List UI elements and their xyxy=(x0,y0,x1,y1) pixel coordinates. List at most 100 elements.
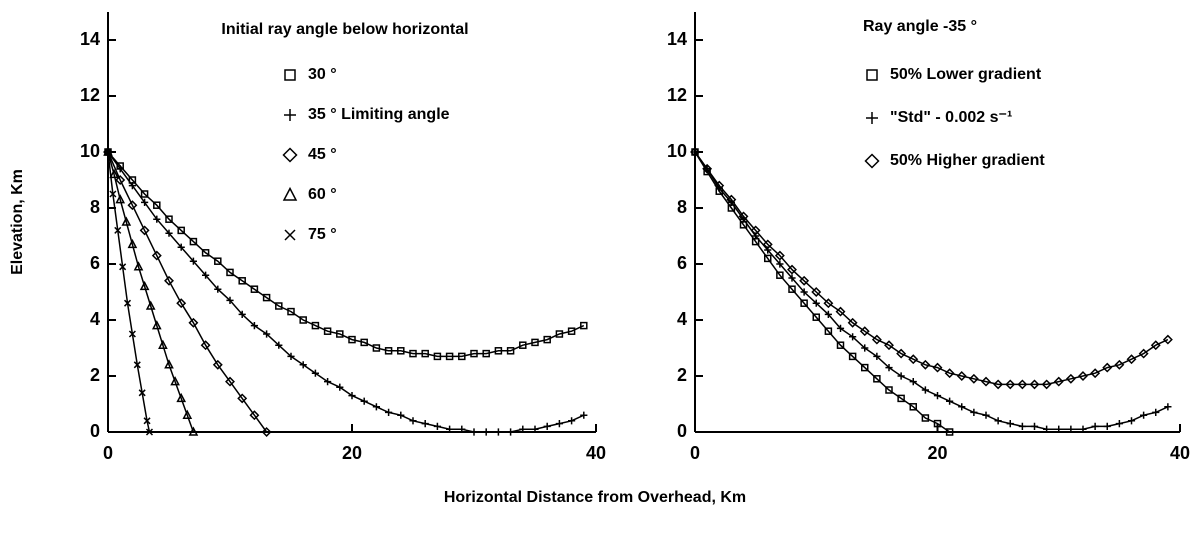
y-tick-label: 8 xyxy=(677,197,687,217)
point xyxy=(250,322,258,330)
point xyxy=(151,320,162,330)
point xyxy=(714,180,725,191)
point xyxy=(873,352,881,360)
point xyxy=(932,362,943,373)
point xyxy=(1043,425,1051,433)
y-tick-label: 10 xyxy=(667,141,687,161)
point xyxy=(861,344,869,352)
point xyxy=(787,264,797,275)
point xyxy=(140,190,149,198)
point xyxy=(920,359,931,370)
point xyxy=(177,226,185,235)
point xyxy=(263,330,271,338)
point xyxy=(945,428,954,436)
point xyxy=(421,349,429,358)
point xyxy=(1103,422,1111,430)
chart-title: Initial ray angle below horizontal xyxy=(221,21,468,38)
point xyxy=(884,340,894,351)
point xyxy=(384,347,393,355)
point xyxy=(982,411,990,419)
x-tick-label: 40 xyxy=(586,443,606,463)
x-tick-label: 40 xyxy=(1170,443,1190,463)
point xyxy=(580,321,588,330)
point xyxy=(762,239,773,250)
point xyxy=(885,386,893,394)
y-tick-label: 0 xyxy=(90,421,100,441)
point xyxy=(189,257,197,265)
point xyxy=(812,299,820,307)
point xyxy=(1164,403,1172,411)
point xyxy=(238,277,246,285)
point xyxy=(237,393,248,404)
point xyxy=(1115,420,1123,428)
point xyxy=(738,211,749,222)
point xyxy=(188,317,199,328)
series-line xyxy=(107,151,585,358)
point xyxy=(238,310,246,318)
point xyxy=(127,238,138,249)
point xyxy=(848,352,857,361)
point xyxy=(849,333,857,341)
point xyxy=(1102,362,1113,373)
point xyxy=(397,347,405,355)
point xyxy=(249,410,260,421)
legend-label: 50% Higher gradient xyxy=(890,152,1045,169)
series-line xyxy=(694,151,1169,386)
point xyxy=(799,275,810,286)
point xyxy=(458,352,466,361)
point xyxy=(127,200,138,211)
y-tick-label: 14 xyxy=(80,29,100,49)
point xyxy=(1006,420,1014,428)
point xyxy=(908,354,919,365)
point xyxy=(555,420,563,428)
y-tick-label: 10 xyxy=(80,141,100,161)
point xyxy=(896,348,907,359)
point xyxy=(133,261,144,271)
point xyxy=(109,168,119,179)
point xyxy=(482,428,490,436)
y-tick-label: 2 xyxy=(677,365,687,385)
point xyxy=(115,194,126,204)
point xyxy=(836,324,845,332)
point xyxy=(287,307,295,316)
point xyxy=(170,376,180,386)
legend-marker xyxy=(284,229,296,241)
legend-marker xyxy=(284,109,296,121)
y-tick-label: 8 xyxy=(90,197,100,217)
point xyxy=(360,338,368,347)
point xyxy=(151,250,162,261)
point xyxy=(1029,379,1040,390)
point xyxy=(177,243,185,251)
point xyxy=(567,327,576,335)
point xyxy=(847,317,858,328)
point xyxy=(201,249,210,257)
point xyxy=(506,347,515,355)
point xyxy=(555,330,564,338)
y-tick-label: 6 xyxy=(677,253,687,273)
x-tick-label: 0 xyxy=(690,443,700,463)
point xyxy=(956,371,967,381)
x-tick-label: 0 xyxy=(103,443,113,463)
x-axis-label: Horizontal Distance from Overhead, Km xyxy=(444,489,746,506)
point xyxy=(153,201,161,209)
point xyxy=(543,422,551,430)
y-tick-label: 12 xyxy=(80,85,100,105)
point xyxy=(145,428,154,436)
point xyxy=(958,403,966,411)
point xyxy=(128,330,136,338)
point xyxy=(336,330,344,338)
point xyxy=(1005,379,1016,390)
point xyxy=(446,425,454,433)
point xyxy=(994,417,1002,425)
point xyxy=(933,419,942,428)
point xyxy=(311,321,320,330)
point xyxy=(189,237,198,246)
point xyxy=(812,313,820,321)
y-tick-label: 4 xyxy=(90,309,100,329)
y-tick-label: 4 xyxy=(677,309,687,329)
legend-marker xyxy=(866,112,878,124)
point xyxy=(250,285,259,293)
y-tick-label: 2 xyxy=(90,365,100,385)
point xyxy=(360,397,368,405)
point xyxy=(226,268,234,277)
